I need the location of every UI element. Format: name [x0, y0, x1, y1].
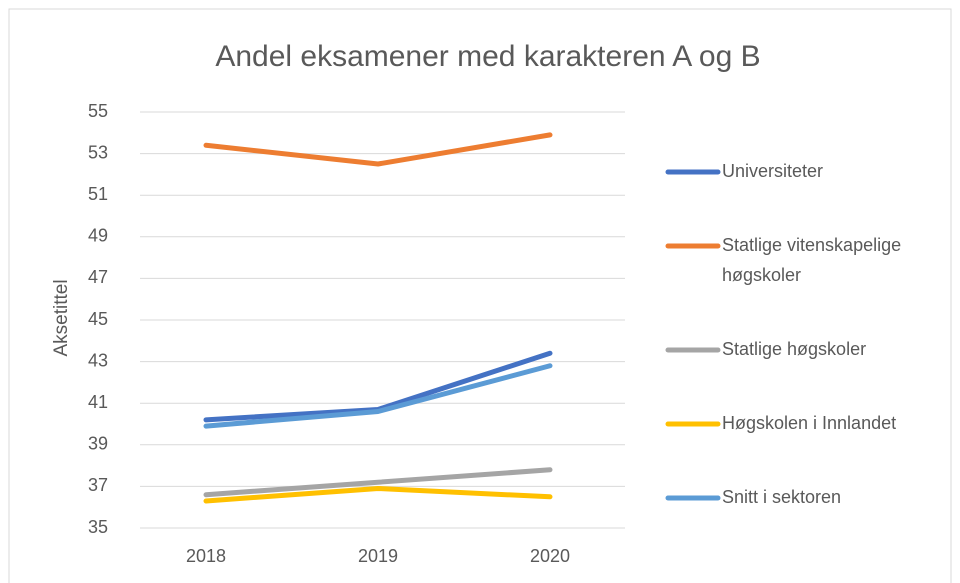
legend-label: Høgskolen i Innlandet — [722, 413, 896, 433]
y-tick-label: 47 — [88, 267, 108, 287]
series-line — [203, 485, 553, 504]
y-tick-label: 53 — [88, 142, 108, 162]
legend-label: Statlige vitenskapelige høgskoler — [722, 235, 906, 285]
x-tick-label: 2018 — [186, 546, 226, 566]
y-tick-label: 55 — [88, 101, 108, 121]
legend-label: Snitt i sektoren — [722, 487, 841, 507]
series-line — [203, 467, 553, 498]
y-tick-label: 45 — [88, 309, 108, 329]
y-tick-label: 43 — [88, 350, 108, 370]
legend-label-line: Statlige vitenskapelige — [722, 235, 906, 255]
series-line — [203, 132, 553, 167]
x-tick-label: 2019 — [358, 546, 398, 566]
legend-label-line: høgskoler — [722, 265, 801, 285]
legend-label: Universiteter — [722, 161, 823, 181]
y-tick-label: 39 — [88, 434, 108, 454]
chart-frame — [8, 8, 952, 583]
chart-title: Andel eksamener med karakteren A og B — [215, 40, 760, 73]
x-tick-label: 2020 — [530, 546, 570, 566]
legend-label: Statlige høgskoler — [722, 339, 866, 359]
y-tick-label: 49 — [88, 226, 108, 246]
series-line — [203, 363, 553, 429]
y-tick-label: 37 — [88, 475, 108, 495]
y-axis-title: Aksetittel — [51, 279, 72, 356]
y-tick-label: 41 — [88, 392, 108, 412]
y-tick-label: 35 — [88, 517, 108, 537]
y-tick-label: 51 — [88, 184, 108, 204]
